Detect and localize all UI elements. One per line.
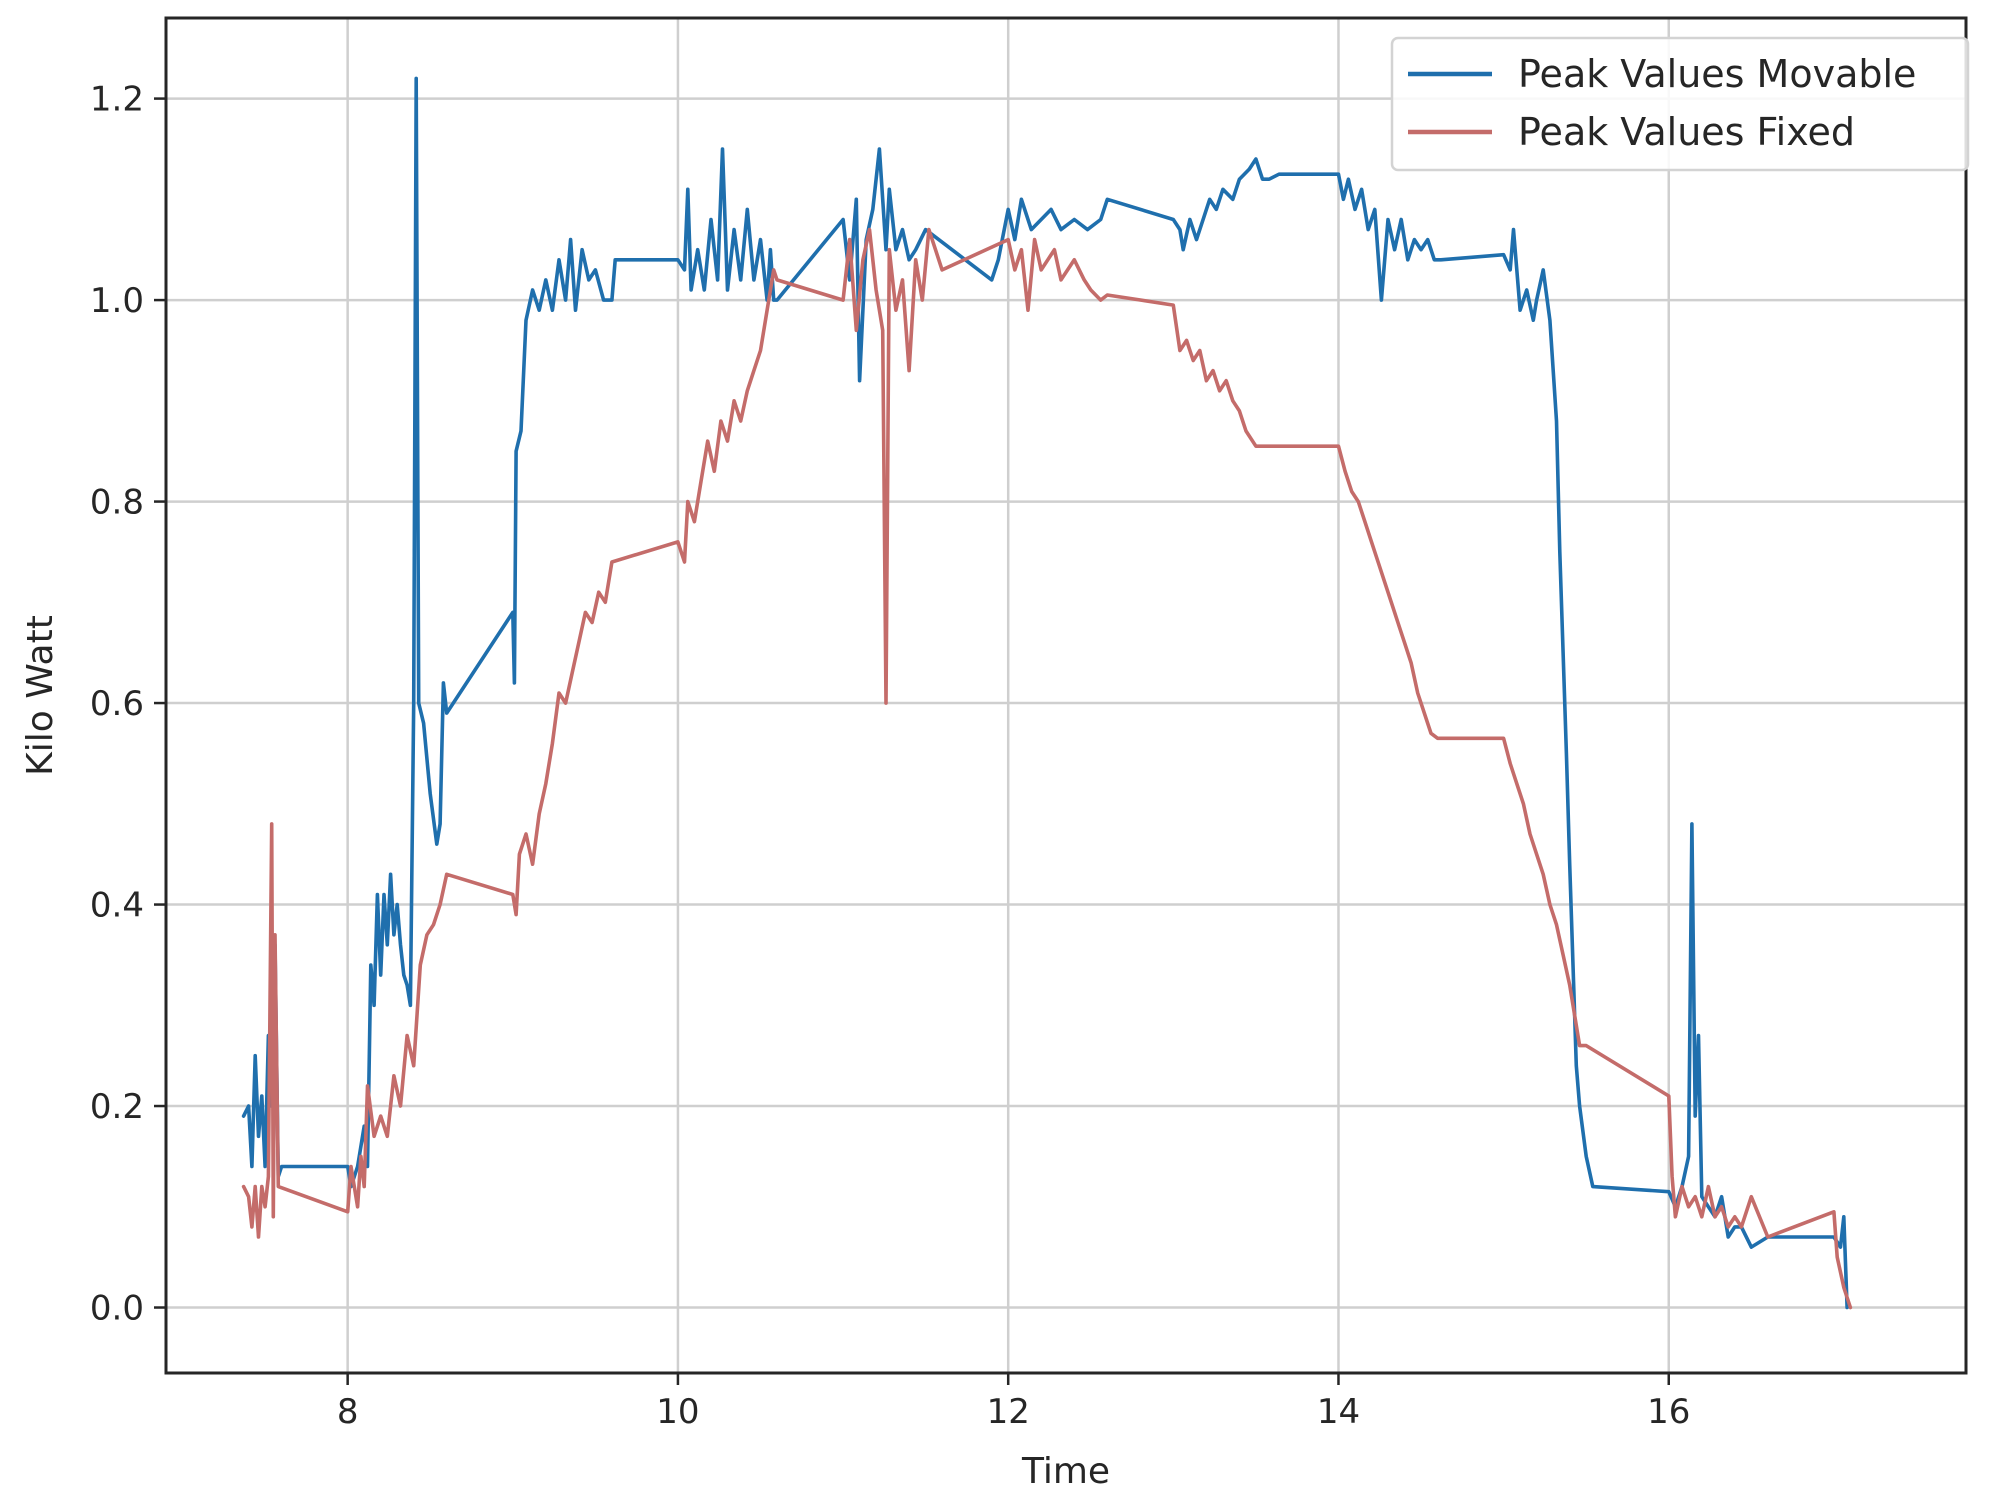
x-tick-label: 14 (1317, 1392, 1360, 1432)
series-line-fixed (241, 227, 1853, 1310)
y-tick-label: 0.2 (90, 1087, 144, 1127)
legend: Peak Values Movable Peak Values Fixed (1390, 36, 1970, 172)
x-tick-label: 16 (1647, 1392, 1690, 1432)
ticks: 8 10 12 14 16 0.0 0.2 0.4 0.6 0.8 1.0 1.2 (90, 80, 1690, 1432)
x-axis-label: Time (1021, 1451, 1110, 1492)
x-tick-label: 10 (656, 1392, 699, 1432)
y-tick-label: 0.4 (90, 886, 144, 926)
series-line-movable (241, 76, 1849, 1310)
x-tick-label: 8 (337, 1392, 359, 1432)
y-tick-label: 0.6 (90, 684, 144, 724)
y-tick-label: 1.2 (90, 80, 144, 120)
y-axis-label: Kilo Watt (20, 615, 61, 776)
plot-frame (164, 16, 1968, 1375)
series-layer (241, 76, 1853, 1310)
y-tick-label: 0.0 (90, 1289, 144, 1329)
y-tick-label: 1.0 (90, 281, 144, 321)
x-tick-label: 12 (987, 1392, 1030, 1432)
legend-label-movable: Peak Values Movable (1518, 52, 1916, 96)
legend-label-fixed: Peak Values Fixed (1518, 110, 1855, 154)
legend-box (1390, 36, 1970, 172)
y-tick-label: 0.8 (90, 483, 144, 523)
